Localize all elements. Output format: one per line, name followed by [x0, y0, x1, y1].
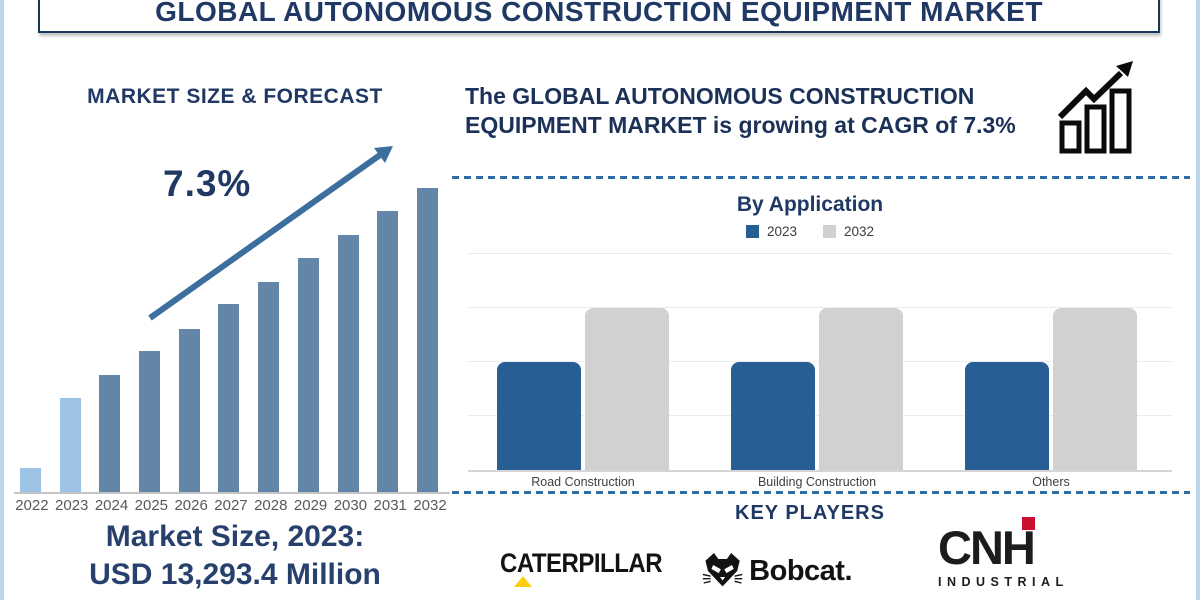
page-title-box: GLOBAL AUTONOMOUS CONSTRUCTION EQUIPMENT… — [38, 0, 1160, 33]
page-border-left — [0, 0, 4, 600]
forecast-chart-heading: MARKET SIZE & FORECAST — [87, 85, 383, 108]
caterpillar-logo: CATERPILLAR — [500, 549, 663, 587]
application-bar-2032 — [819, 308, 903, 470]
forecast-bar-2032 — [416, 188, 438, 492]
forecast-bar-2027 — [218, 304, 240, 492]
forecast-cagr-label: 7.3% — [163, 163, 252, 204]
forecast-year-label: 2032 — [413, 497, 447, 514]
application-category-label: Building Construction — [757, 475, 877, 489]
application-category-label: Others — [1032, 475, 1070, 489]
dashed-divider-top — [452, 176, 1190, 179]
forecast-x-axis — [14, 492, 450, 494]
forecast-year-label: 2023 — [55, 497, 89, 514]
forecast-year-label: 2025 — [134, 497, 169, 514]
page-border-right — [1196, 0, 1200, 600]
application-chart-title: By Application — [736, 193, 884, 216]
application-legend: 2023 2032 — [440, 224, 1180, 239]
forecast-year-label: 2027 — [214, 497, 248, 514]
bobcat-logo-text: Bobcat. — [749, 554, 852, 587]
application-group-road-construction — [497, 253, 669, 470]
application-chart: Road Construction Building Construction Ot… — [468, 253, 1172, 489]
forecast-bar-2029 — [297, 258, 319, 492]
forecast-year-label: 2031 — [373, 497, 407, 514]
forecast-year-label: 2029 — [293, 497, 328, 514]
application-x-axis — [468, 470, 1172, 472]
forecast-year-label: 2024 — [94, 497, 129, 514]
market-size-line2: USD 13,293.4 Million — [89, 558, 381, 591]
forecast-bar-2030 — [337, 235, 359, 492]
legend-label: 2032 — [844, 224, 875, 239]
forecast-year-label: 2030 — [333, 497, 368, 514]
forecast-bar-2031 — [377, 211, 399, 492]
cnh-industrial-logo: CNH INDUSTRIAL — [938, 517, 1114, 600]
market-size-callout: Market Size, 2023: USD 13,293.4 Million — [15, 518, 455, 594]
application-bar-2023 — [731, 362, 815, 470]
application-group-others — [965, 253, 1137, 470]
forecast-bar-2022 — [20, 468, 41, 492]
forecast-bar-2026 — [178, 329, 200, 492]
forecast-bar-2023 — [59, 398, 81, 492]
dashed-divider-bottom — [452, 491, 1190, 494]
forecast-year-label: 2026 — [174, 497, 208, 514]
application-group-building-construction — [731, 253, 903, 470]
gridline — [468, 253, 1172, 254]
cnh-logo-text: CNH — [938, 517, 1036, 572]
caterpillar-logo-text: CATERPILLAR — [500, 549, 663, 579]
page-title: GLOBAL AUTONOMOUS CONSTRUCTION EQUIPMENT… — [155, 0, 1043, 27]
bobcat-logo: Bobcat. — [702, 546, 852, 596]
cnh-industrial-text: INDUSTRIAL — [938, 575, 1069, 589]
growth-chart-icon — [1057, 61, 1133, 154]
cagr-statement: The GLOBAL AUTONOMOUS CONSTRUCTION EQUIP… — [465, 83, 1016, 138]
forecast-bars — [20, 188, 438, 492]
application-bar-2032 — [1053, 308, 1137, 470]
application-bar-2023 — [497, 362, 581, 470]
bobcat-head-icon — [702, 552, 743, 587]
application-bar-2032 — [585, 308, 669, 470]
legend-swatch-icon — [745, 225, 759, 238]
legend-item-2032: 2032 — [823, 224, 874, 239]
legend-label: 2023 — [766, 224, 797, 239]
forecast-bar-2028 — [258, 282, 280, 492]
gridline — [468, 307, 1172, 308]
key-players-title: KEY PLAYERS — [735, 502, 885, 524]
forecast-year-label: 2022 — [15, 497, 49, 514]
cnh-red-square-icon — [1021, 517, 1035, 530]
application-category-label: Road Construction — [531, 475, 635, 489]
legend-item-2023: 2023 — [745, 224, 797, 239]
caterpillar-triangle-icon — [514, 576, 532, 587]
forecast-bar-2025 — [139, 351, 161, 492]
forecast-year-labels: 2022 2023 2024 2025 2026 2027 2028 2029 2030 2031… — [12, 497, 450, 514]
forecast-year-label: 2028 — [254, 497, 288, 514]
legend-swatch-icon — [823, 225, 836, 238]
application-bar-2023 — [965, 362, 1049, 470]
forecast-bar-2024 — [99, 375, 121, 492]
market-size-line1: Market Size, 2023: — [105, 520, 365, 553]
trend-arrow-icon — [148, 146, 393, 321]
